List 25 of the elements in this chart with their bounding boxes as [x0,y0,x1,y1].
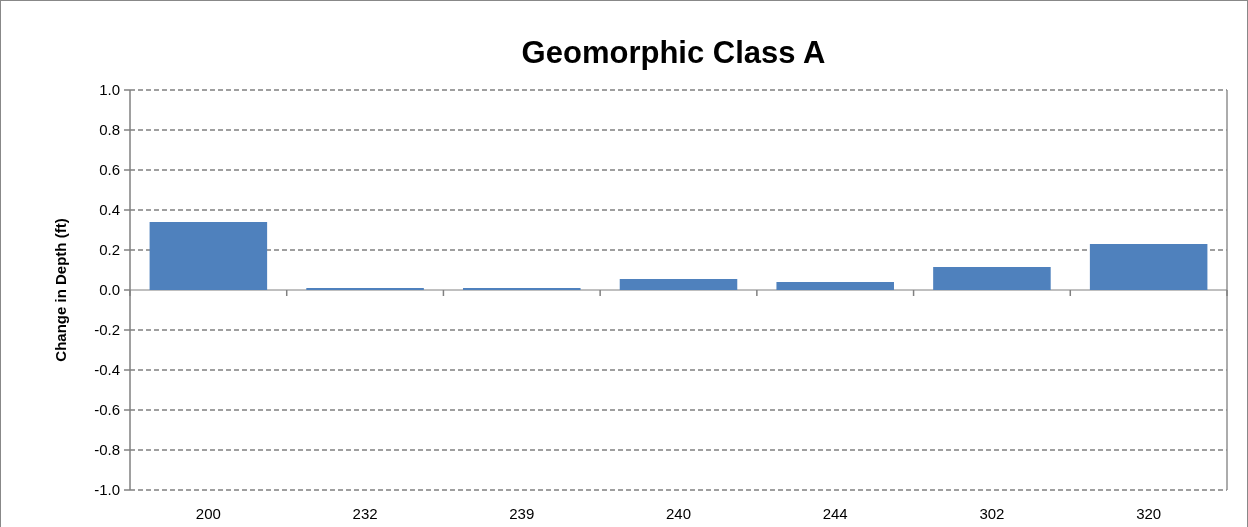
y-tick-label: -0.8 [94,441,120,459]
y-tick-label: 0.0 [99,281,120,299]
x-tick-label: 302 [979,505,1005,522]
y-tick-label: 0.2 [99,241,120,259]
y-tick-label: -0.4 [94,361,120,379]
y-tick-label: -0.6 [94,401,120,419]
x-tick-label: 200 [195,505,221,522]
x-tick-label: 232 [352,505,378,522]
y-tick-label: -1.0 [94,481,120,499]
y-tick-label: 1.0 [99,81,120,99]
bar [776,282,894,290]
bar [149,222,268,290]
bar [1089,244,1208,290]
y-axis-title: Change in Depth (ft) [52,218,69,362]
y-tick-label: -0.2 [94,321,120,339]
chart-title: Geomorphic Class A [521,35,826,70]
y-tick-label: 0.4 [99,201,120,219]
x-tick-label: 240 [665,505,692,522]
bar [933,267,1051,290]
y-tick-label: 0.6 [99,161,120,179]
y-tick-label: 0.8 [99,121,120,139]
x-tick-label: 320 [1136,505,1162,522]
bar [619,279,738,290]
x-tick-label: 239 [509,505,535,522]
x-tick-label: 244 [822,505,848,522]
